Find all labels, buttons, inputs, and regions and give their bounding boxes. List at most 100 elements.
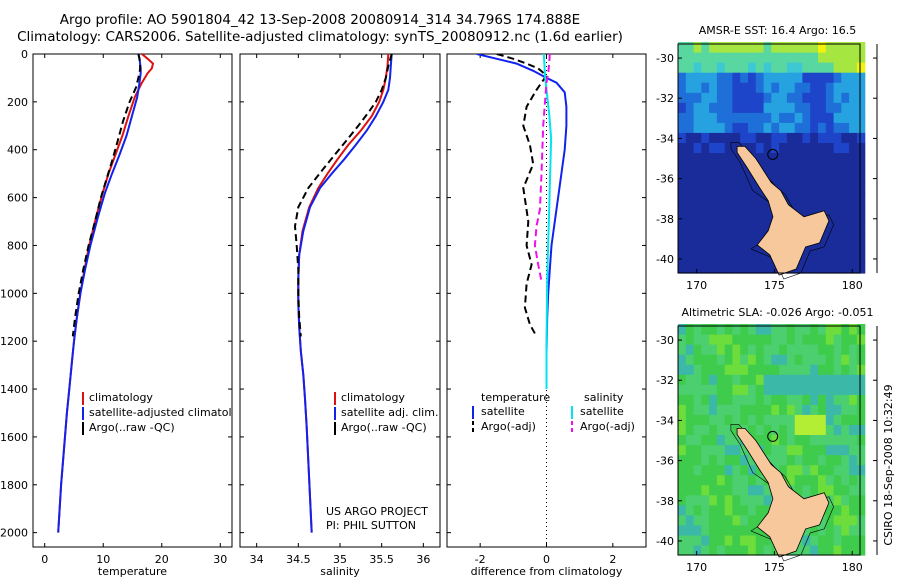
heatmap-cell [716,354,726,365]
heatmap-cell [701,92,710,103]
heatmap-cell [786,122,796,133]
x-axis-label: salinity [320,565,360,578]
heatmap-cell [685,504,695,516]
heatmap-cell [716,263,726,274]
heatmap-cell [740,534,749,546]
heatmap-cell [709,42,718,53]
heatmap-cell [740,122,749,133]
x-tick-label: -2 [475,553,486,566]
heatmap-cell [709,484,718,496]
heatmap-cell [794,162,804,174]
heatmap-cell [786,474,796,486]
land-mass [736,145,830,276]
legend-label: satellite adj. clim. [341,406,438,419]
heatmap-cell [678,414,687,425]
heatmap-cell [841,524,850,536]
heatmap-cell [771,52,780,63]
heatmap-cell [849,344,858,355]
heatmap-cell [678,374,687,385]
heatmap-cell [849,474,858,486]
heatmap-cell [732,212,741,224]
heatmap-cell [771,62,780,73]
heatmap-cell [685,484,695,496]
heatmap-cell [763,534,772,546]
heatmap-cell [709,524,718,536]
heatmap-cell [786,364,796,375]
heatmap-cell [716,545,726,556]
heatmap-cell [825,182,835,194]
heatmap-cell [732,122,741,133]
heatmap-cell [685,92,695,103]
heatmap-cell [802,152,811,164]
heatmap-cell [818,192,827,204]
heatmap-cell [818,182,827,194]
x-tick-label: 35.5 [369,553,394,566]
heatmap-cell [678,384,687,395]
heatmap-cell [685,202,695,214]
heatmap-cell [678,504,687,516]
heatmap-cell [678,142,687,153]
heatmap-cell [740,504,749,516]
heatmap-cell [709,424,718,435]
heatmap-cell [748,72,757,83]
heatmap-cell [716,374,726,385]
heatmap-cell [794,484,804,496]
heatmap-cell [810,324,819,335]
heatmap-cell [841,122,850,133]
heatmap-cell [818,92,827,103]
heatmap-cell [841,263,850,274]
heatmap-cell [724,344,734,355]
heatmap-cell [685,212,695,224]
heatmap-cell [748,384,757,395]
heatmap-cell [740,414,749,425]
heatmap-cell [802,324,811,335]
heatmap-cell [732,514,741,526]
heatmap-cell [810,344,819,355]
heatmap-cell [732,172,741,184]
heatmap-cell [740,444,749,456]
heatmap-cell [685,444,695,456]
heatmap-cell [849,534,858,546]
heatmap-cell [771,72,780,83]
heatmap-cell [849,404,858,415]
heatmap-cell [849,324,858,335]
heatmap-cell [810,424,819,435]
heatmap-cell [833,252,842,264]
heatmap-cell [771,384,780,395]
heatmap-cell [841,242,850,254]
heatmap-cell [724,404,734,415]
heatmap-cell [701,252,710,264]
series-line-salinity-argo-adj- [533,54,551,282]
heatmap-cell [825,132,835,143]
heatmap-cell [709,172,718,184]
heatmap-cell [779,132,788,143]
heatmap-cell [825,242,835,254]
heatmap-cell [716,162,726,174]
heatmap-cell [833,132,842,143]
heatmap-cell [841,72,850,83]
heatmap-cell [802,162,811,174]
heatmap-cell [771,92,780,103]
heatmap-cell [802,434,811,446]
heatmap-cell [693,524,702,536]
heatmap-cell [833,474,842,486]
heatmap-cell [732,252,741,264]
heatmap-cell [755,524,765,536]
heatmap-cell [732,182,741,194]
heatmap-cell [825,344,835,355]
heatmap-cell [849,504,858,516]
heatmap-cell [802,263,811,274]
legend-label: climatology [341,391,405,404]
heatmap-cell [825,112,835,123]
heatmap-cell [763,324,772,335]
heatmap-cell [716,414,726,425]
heatmap-cell [732,364,741,375]
heatmap-cell [685,112,695,123]
heatmap-cell [856,72,866,83]
heatmap-cell [740,545,749,556]
heatmap-cell [755,232,765,244]
y-tick-label: 1600 [0,431,28,444]
heatmap-cell [685,545,695,556]
heatmap-cell [833,212,842,224]
heatmap-cell [685,192,695,204]
